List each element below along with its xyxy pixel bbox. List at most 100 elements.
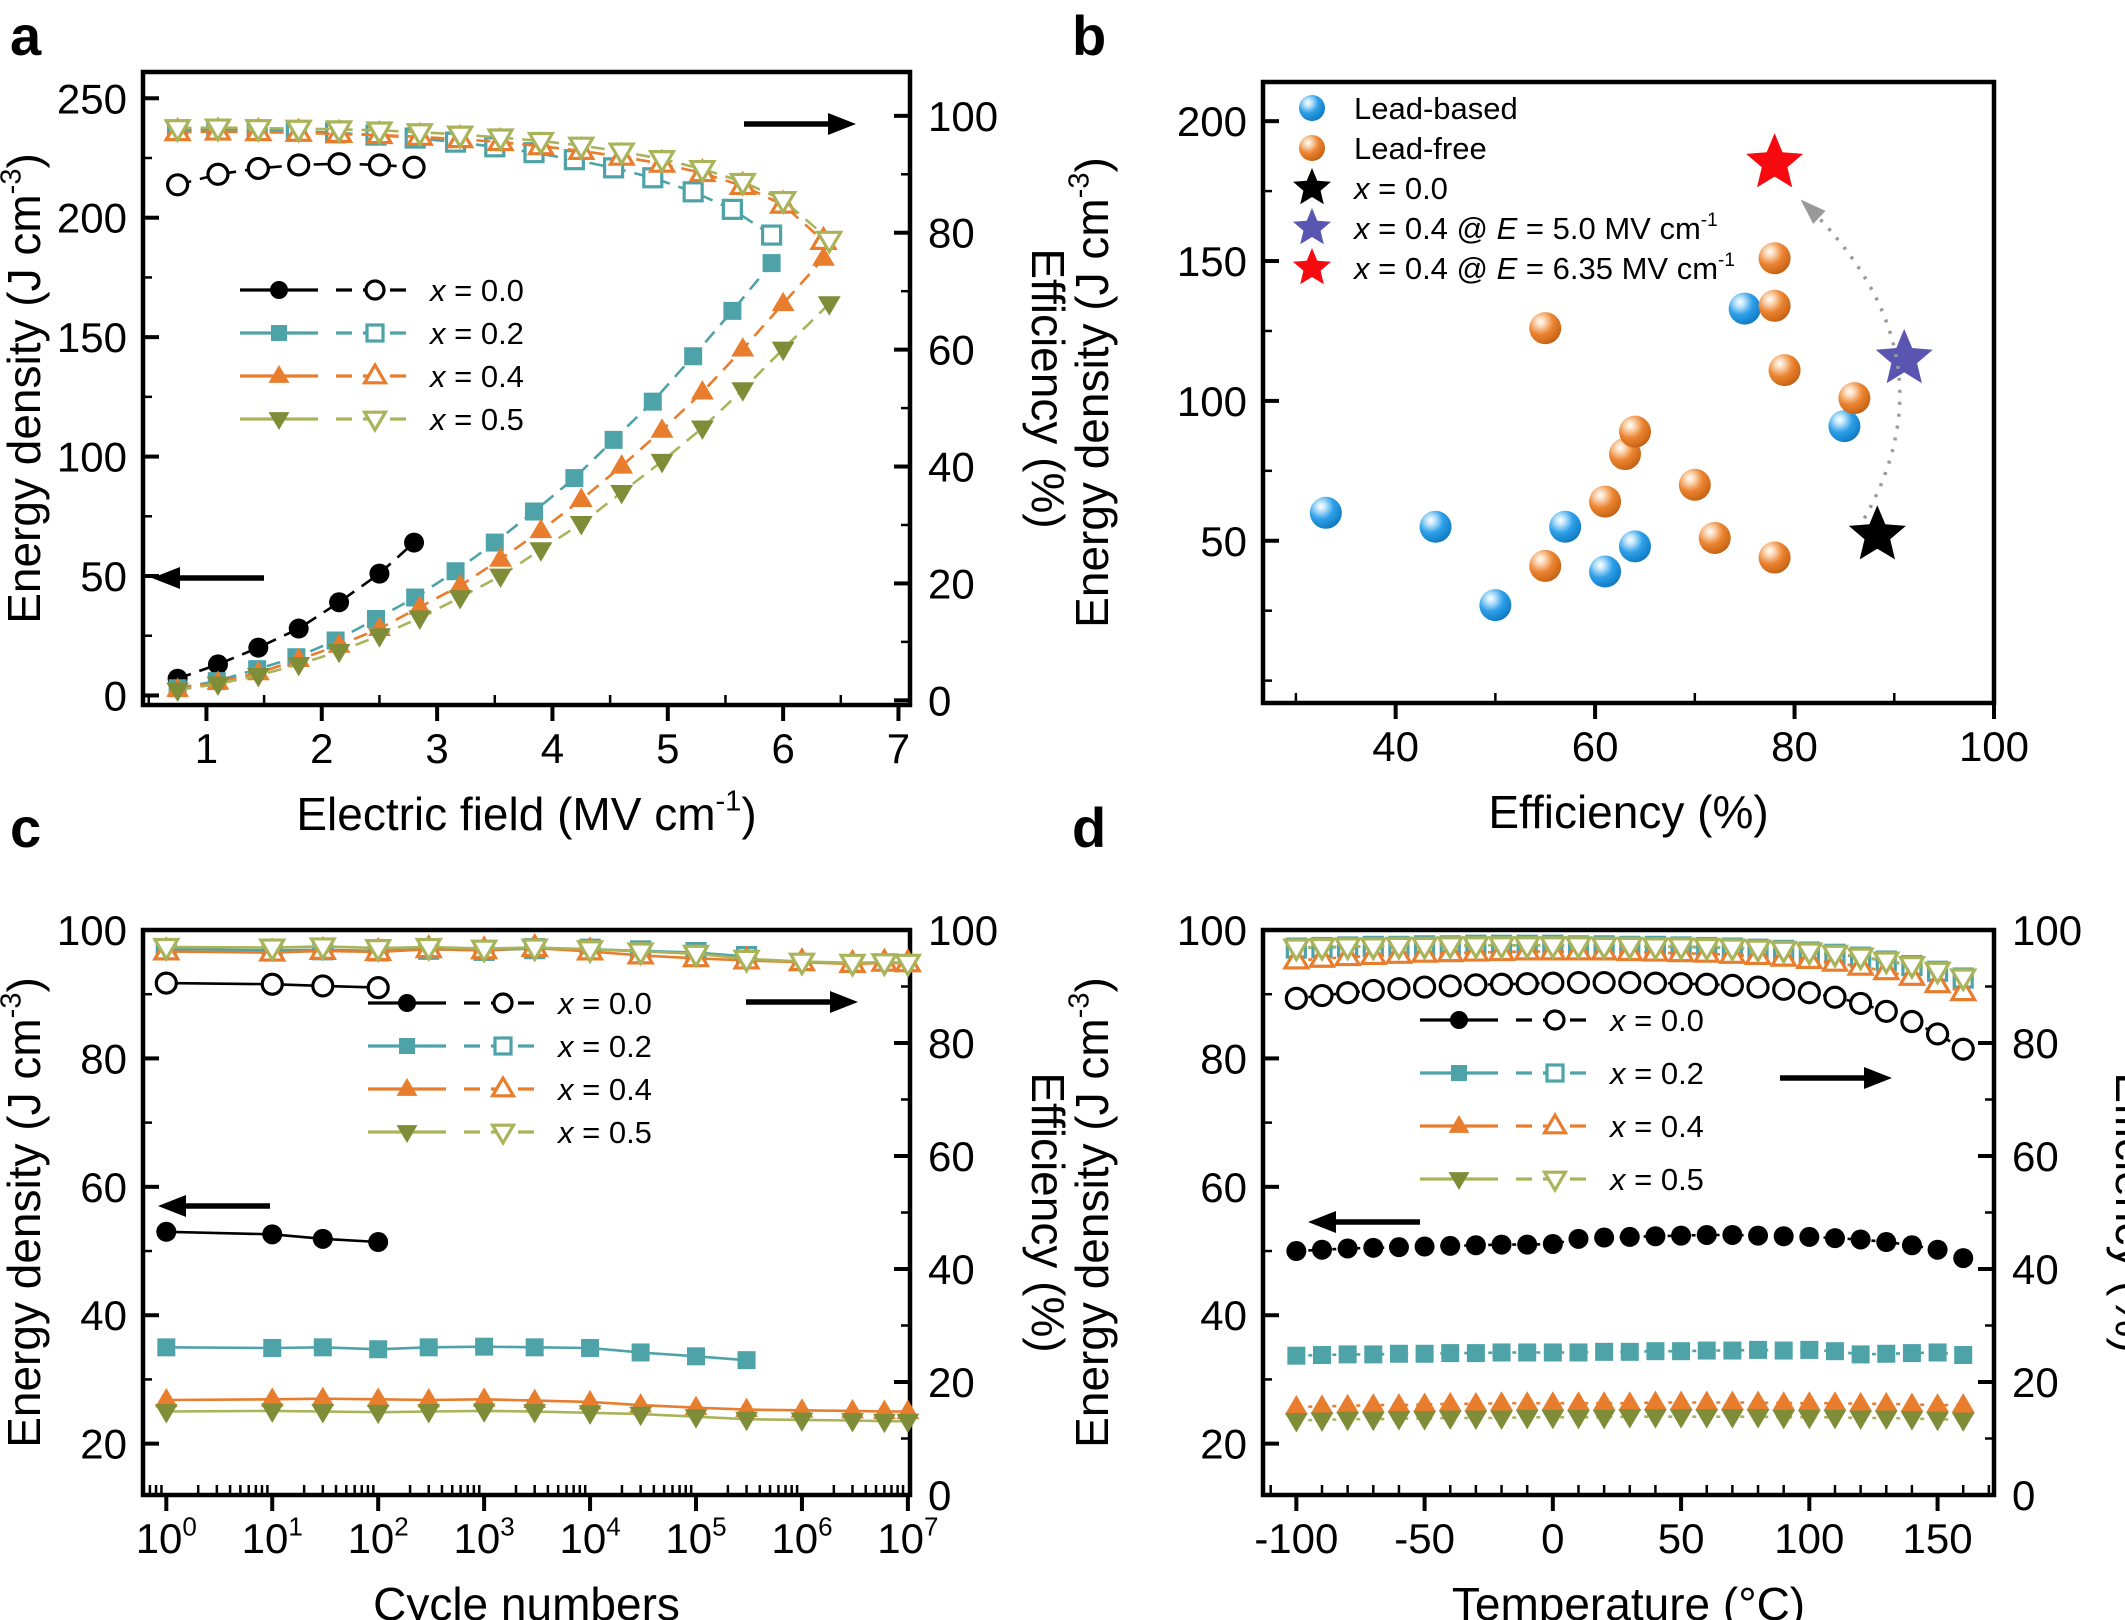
panel-b-yaxis-title: Energy density (J cm-3) bbox=[1064, 157, 1118, 628]
panel-d-legend-item-1: x = 0.2 bbox=[1420, 1056, 1704, 1091]
panel-c-xtick-label: 105 bbox=[665, 1511, 726, 1562]
panel-b-letter: b bbox=[1072, 4, 1107, 67]
panel-c-ytick-left: 100 bbox=[57, 907, 127, 954]
panel-d-series-x0.2-energy bbox=[1287, 1340, 1973, 1365]
panel-c-xtick-label: 101 bbox=[242, 1511, 303, 1562]
panel-a-legend-label-3: x = 0.5 bbox=[428, 402, 524, 437]
panel-c-xaxis-title: Cycle numbers bbox=[373, 1578, 680, 1620]
panel-a-yaxis-right-title: Efficiency (%) bbox=[1022, 248, 1074, 528]
panel-d-xtick-label: 150 bbox=[1903, 1515, 1973, 1562]
panel-c-legend: x = 0.0 x = 0.2 x = 0.4 x = 0.5 bbox=[368, 986, 652, 1150]
panel-a-series-x0.5-energy bbox=[166, 296, 841, 702]
panel-c-yaxis-right-title: Efficiency (%) bbox=[1022, 1072, 1074, 1352]
panel-b-xtick-label: 80 bbox=[1771, 723, 1818, 770]
panel-b-legend-item-2: x = 0.0 bbox=[1293, 168, 1448, 206]
panel-c-legend-label-0: x = 0.0 bbox=[556, 986, 652, 1021]
panel-b-legend-item-0: Lead-based bbox=[1299, 91, 1518, 126]
panel-a-xtick-label: 2 bbox=[310, 725, 333, 772]
panel-a-yaxis-title: Energy density (J cm-3) bbox=[0, 153, 50, 624]
panel-d-ytick-right: 0 bbox=[2012, 1472, 2035, 1519]
panel-a-legend-label-2: x = 0.4 bbox=[428, 359, 524, 394]
panel-b-legend-label-3: x = 0.4 @ E = 5.0 MV cm-1 bbox=[1352, 210, 1718, 246]
panel-c-legend-item-2: x = 0.4 bbox=[368, 1072, 652, 1107]
panel-a-legend-label-0: x = 0.0 bbox=[428, 273, 524, 308]
panel-b-series-lead-based bbox=[1309, 292, 1861, 622]
panel-c-xtick-label: 100 bbox=[136, 1511, 197, 1562]
panel-d-series-x0.4-energy bbox=[1284, 1390, 1975, 1415]
panel-d-ytick-right: 60 bbox=[2012, 1133, 2059, 1180]
panel-c: 100 101 102 103 104 105 106 107 20 40 60 80 100 0 20 40… bbox=[0, 907, 1074, 1620]
panel-b-legend-label-4: x = 0.4 @ E = 6.35 MV cm-1 bbox=[1352, 250, 1735, 286]
panel-a-xaxis-title: Electric field (MV cm-1) bbox=[296, 786, 756, 840]
panel-b-legend-item-3: x = 0.4 @ E = 5.0 MV cm-1 bbox=[1293, 208, 1718, 246]
panel-d-ytick-left: 80 bbox=[1200, 1035, 1247, 1082]
panel-c-ytick-left: 60 bbox=[80, 1164, 127, 1211]
panel-b-ytick-left: 200 bbox=[1177, 98, 1247, 145]
panel-d-ytick-right: 20 bbox=[2012, 1359, 2059, 1406]
panel-c-series-x0.5-efficiency bbox=[152, 937, 923, 978]
panel-c-ytick-right: 100 bbox=[928, 907, 998, 954]
panel-c-arrow bbox=[158, 1195, 270, 1217]
panel-a-xtick-label: 5 bbox=[656, 725, 679, 772]
panel-b-ticks: 40 60 80 100 50 100 150 200 bbox=[1177, 98, 2029, 770]
panel-d-arrow bbox=[1308, 1211, 1420, 1233]
panel-b-plot-frame bbox=[1260, 79, 1997, 706]
panel-a-ytick-left: 250 bbox=[57, 75, 127, 122]
panel-d-xtick-label: -100 bbox=[1254, 1515, 1338, 1562]
panel-d-legend-label-1: x = 0.2 bbox=[1608, 1056, 1704, 1091]
panel-d-ytick-right: 40 bbox=[2012, 1246, 2059, 1293]
panel-a-xtick-label: 3 bbox=[425, 725, 448, 772]
panel-c-legend-label-1: x = 0.2 bbox=[556, 1029, 652, 1064]
panel-c-legend-item-1: x = 0.2 bbox=[368, 1029, 652, 1064]
panel-d-xtick-label: 100 bbox=[1774, 1515, 1844, 1562]
panel-c-ytick-left: 80 bbox=[80, 1035, 127, 1082]
panel-b-ytick-left: 100 bbox=[1177, 378, 1247, 425]
panel-a-ytick-left: 0 bbox=[104, 672, 127, 719]
panel-a-legend: x = 0.0 x = 0.2 x = 0.4 x = 0.5 bbox=[240, 273, 524, 437]
panel-c-legend-item-0: x = 0.0 bbox=[368, 986, 652, 1021]
panel-a-ytick-right: 80 bbox=[928, 210, 975, 257]
panel-c-letter: c bbox=[10, 796, 42, 859]
panel-b-series-star-x0.0 bbox=[1848, 505, 1906, 560]
panel-d-series-x0.5-energy bbox=[1284, 1409, 1975, 1433]
panel-b-arrow bbox=[1799, 198, 1902, 520]
panel-b-xtick-label: 40 bbox=[1372, 723, 1419, 770]
panel-a-series-x0.5-efficiency bbox=[163, 118, 844, 255]
panel-d-ytick-left: 40 bbox=[1200, 1292, 1247, 1339]
panel-d-ytick-left: 100 bbox=[1177, 907, 1247, 954]
panel-a-legend-label-1: x = 0.2 bbox=[428, 316, 524, 351]
panel-c-ytick-left: 20 bbox=[80, 1421, 127, 1468]
panel-a-xtick-label: 1 bbox=[195, 725, 218, 772]
panel-c-ytick-right: 0 bbox=[928, 1472, 951, 1519]
panel-b-xaxis-title: Efficiency (%) bbox=[1488, 786, 1768, 838]
panel-a-plot-frame bbox=[140, 69, 913, 708]
panel-d-xtick-label: 50 bbox=[1658, 1515, 1705, 1562]
panel-c-series-x0.0-efficiency bbox=[154, 971, 390, 1000]
panel-a-ytick-right: 40 bbox=[928, 444, 975, 491]
panel-a-arrow bbox=[152, 567, 264, 589]
panel-d-ticks: -100 -50 0 50 100 150 20 40 60 80 100 0 20 40 60 80 100 bbox=[1177, 907, 2082, 1562]
panel-b-legend-label-2: x = 0.0 bbox=[1352, 171, 1448, 206]
panel-a: 1 2 3 4 5 6 7050100150200250020406080100Energy… bbox=[0, 69, 1074, 840]
panel-d-arrow bbox=[1780, 1067, 1892, 1089]
panel-c-ytick-right: 40 bbox=[928, 1246, 975, 1293]
panel-a-xtick-label: 4 bbox=[541, 725, 564, 772]
panel-c-xtick-label: 106 bbox=[771, 1511, 832, 1562]
panel-d-xaxis-title: Temperature (°C) bbox=[1452, 1578, 1805, 1620]
panel-a-ytick-right: 100 bbox=[928, 93, 998, 140]
panel-d-series-x0.0-energy bbox=[1286, 1224, 1974, 1269]
panel-b-legend-label-0: Lead-based bbox=[1354, 91, 1518, 126]
panel-d-legend-label-0: x = 0.0 bbox=[1608, 1003, 1704, 1038]
panel-c-xtick-label: 102 bbox=[348, 1511, 409, 1562]
panel-d-ytick-right: 100 bbox=[2012, 907, 2082, 954]
panel-b-legend-label-1: Lead-free bbox=[1354, 131, 1487, 166]
panel-c-ytick-right: 20 bbox=[928, 1359, 975, 1406]
panel-d-legend-label-2: x = 0.4 bbox=[1608, 1109, 1704, 1144]
panel-a-letter: a bbox=[10, 4, 42, 67]
panel-d-ytick-left: 60 bbox=[1200, 1164, 1247, 1211]
panel-a-legend-item-1: x = 0.2 bbox=[240, 316, 524, 351]
panel-c-ytick-right: 80 bbox=[928, 1020, 975, 1067]
panel-c-xtick-label: 107 bbox=[877, 1511, 938, 1562]
